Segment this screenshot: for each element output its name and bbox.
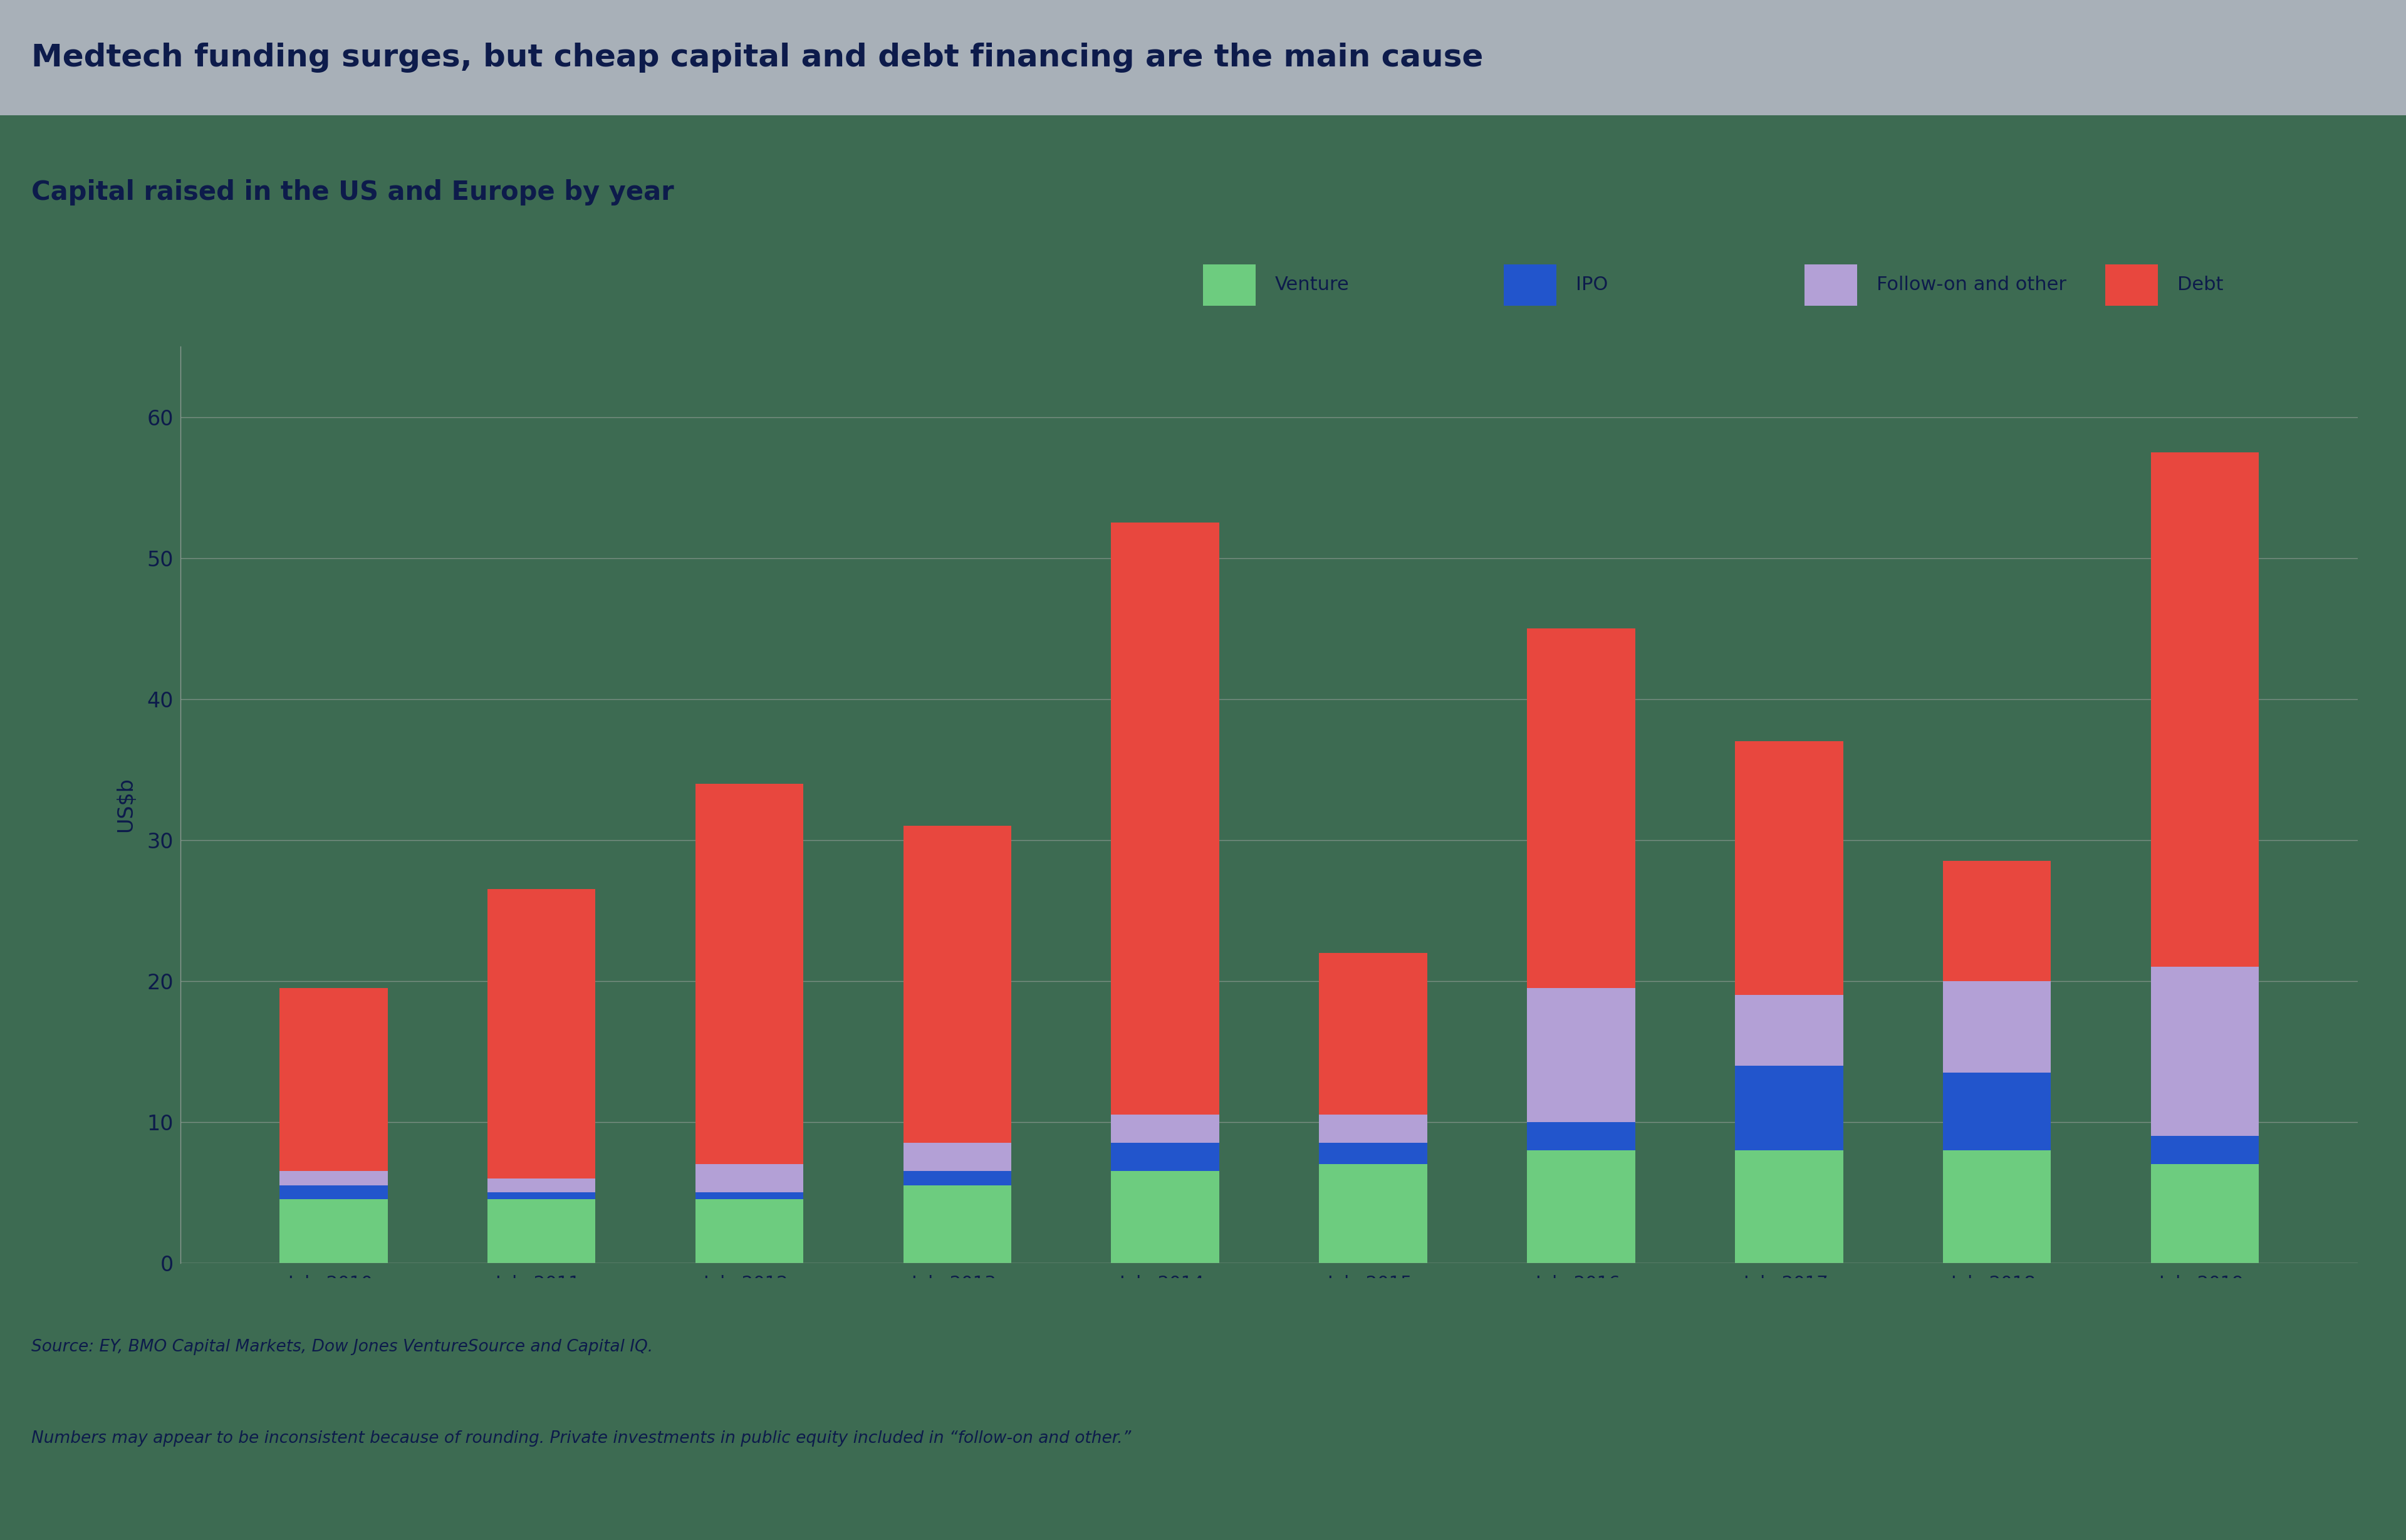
Bar	[902, 1143, 1011, 1170]
Bar	[902, 825, 1011, 1143]
Bar	[2151, 453, 2259, 967]
Bar	[1318, 1115, 1427, 1143]
Bar	[902, 1186, 1011, 1263]
FancyBboxPatch shape	[1804, 265, 1857, 305]
Y-axis label: US$b: US$b	[115, 778, 137, 832]
Text: Source: EY, BMO Capital Markets, Dow Jones VentureSource and Capital IQ.: Source: EY, BMO Capital Markets, Dow Jon…	[31, 1340, 652, 1355]
Bar	[279, 1186, 387, 1200]
Bar	[1318, 953, 1427, 1115]
Bar	[1944, 861, 2050, 981]
Bar	[488, 1178, 594, 1192]
Bar	[695, 1164, 804, 1192]
Bar	[1735, 995, 1843, 1066]
Bar	[1112, 522, 1220, 1115]
Bar	[1528, 1121, 1636, 1150]
Bar	[695, 1192, 804, 1200]
Bar	[1735, 741, 1843, 995]
Bar	[1112, 1143, 1220, 1170]
Bar	[279, 989, 387, 1170]
Bar	[1944, 981, 2050, 1072]
Bar	[1528, 628, 1636, 989]
FancyBboxPatch shape	[1504, 265, 1557, 305]
Bar	[1318, 1143, 1427, 1164]
Bar	[1112, 1115, 1220, 1143]
Bar	[279, 1200, 387, 1263]
Bar	[2151, 1137, 2259, 1164]
Bar	[1528, 1150, 1636, 1263]
Bar	[695, 784, 804, 1164]
Bar	[1735, 1150, 1843, 1263]
Text: Follow-on and other: Follow-on and other	[1877, 276, 2067, 294]
Bar	[488, 889, 594, 1178]
Bar	[1528, 989, 1636, 1121]
FancyBboxPatch shape	[2105, 265, 2158, 305]
Bar	[2151, 1164, 2259, 1263]
Text: Venture: Venture	[1275, 276, 1350, 294]
Text: Medtech funding surges, but cheap capital and debt financing are the main cause: Medtech funding surges, but cheap capita…	[31, 43, 1482, 72]
FancyBboxPatch shape	[1203, 265, 1256, 305]
Bar	[902, 1172, 1011, 1186]
Text: IPO: IPO	[1576, 276, 1607, 294]
Bar	[695, 1200, 804, 1263]
Bar	[1735, 1066, 1843, 1150]
Bar	[1112, 1170, 1220, 1263]
Text: Numbers may appear to be inconsistent because of rounding. Private investments i: Numbers may appear to be inconsistent be…	[31, 1431, 1131, 1446]
Bar	[1944, 1072, 2050, 1150]
Bar	[488, 1192, 594, 1200]
Bar	[2151, 967, 2259, 1137]
Bar	[279, 1172, 387, 1186]
Text: Debt: Debt	[2177, 276, 2223, 294]
Text: Capital raised in the US and Europe by year: Capital raised in the US and Europe by y…	[31, 179, 674, 206]
Bar	[488, 1200, 594, 1263]
Bar	[1944, 1150, 2050, 1263]
Bar	[1318, 1164, 1427, 1263]
